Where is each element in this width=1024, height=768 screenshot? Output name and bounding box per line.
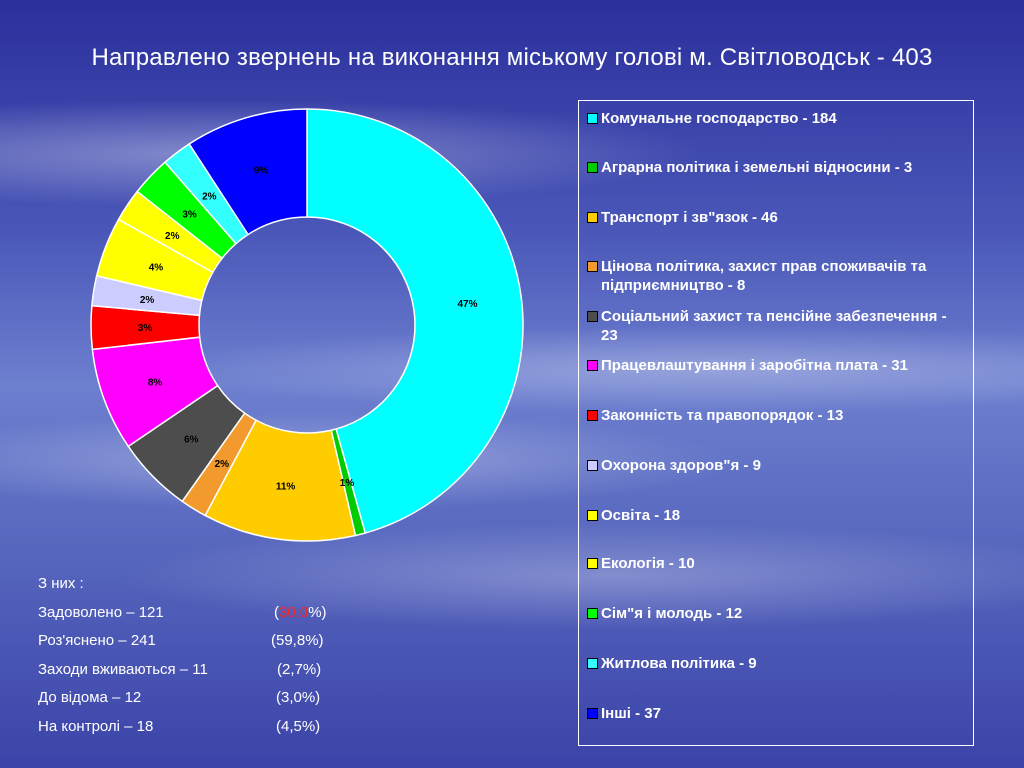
legend-label: Законність та правопорядок - 13 xyxy=(601,407,844,424)
legend-swatch xyxy=(587,708,598,719)
legend-item: Законність та правопорядок - 13 xyxy=(587,406,967,425)
stat-label: На контролі – 18 xyxy=(38,718,154,735)
legend-label: Житлова політика - 9 xyxy=(601,655,757,672)
legend-label: Освіта - 18 xyxy=(601,507,681,524)
stat-percent: (59,8%) xyxy=(271,632,324,649)
slice-percent-label: 8% xyxy=(148,377,163,388)
slice-percent-label: 9% xyxy=(254,166,269,177)
slice-percent-label: 6% xyxy=(184,434,199,445)
donut-slice xyxy=(188,108,308,236)
legend-label: Соціальний захист та пенсійне забезпечен… xyxy=(601,308,947,344)
legend-item: Цінова політика, захист прав споживачів … xyxy=(587,257,967,295)
slice-percent-label: 2% xyxy=(202,192,217,203)
stat-percent: (4,5%) xyxy=(276,718,321,735)
legend-swatch xyxy=(587,261,598,272)
legend-item: Аграрна політика і земельні відносини - … xyxy=(587,158,967,177)
legend-swatch xyxy=(587,410,598,421)
legend-item: Інші - 37 xyxy=(587,704,967,723)
legend-item: Соціальний захист та пенсійне забезпечен… xyxy=(587,307,967,345)
slice-percent-label: 3% xyxy=(182,209,197,220)
legend-label: Працевлаштування і заробітна плата - 31 xyxy=(601,357,908,374)
slice-percent-label: 2% xyxy=(165,231,180,242)
slice-percent-label: 47% xyxy=(457,299,477,310)
slice-percent-label: 3% xyxy=(138,323,153,334)
legend-swatch xyxy=(587,360,598,371)
legend-item: Працевлаштування і заробітна плата - 31 xyxy=(587,356,967,375)
legend-label: Транспорт і зв"язок - 46 xyxy=(601,209,778,226)
slice-percent-label: 4% xyxy=(149,262,164,273)
legend-item: Екологія - 10 xyxy=(587,554,967,573)
legend-label: Охорона здоров"я - 9 xyxy=(601,457,761,474)
slice-percent-label: 11% xyxy=(276,482,296,493)
stat-label: Роз'яснено – 241 xyxy=(38,632,156,649)
legend-swatch xyxy=(587,510,598,521)
slice-percent-label: 2% xyxy=(215,459,230,470)
legend-label: Цінова політика, захист прав споживачів … xyxy=(601,258,927,294)
slice-percent-label: 1% xyxy=(340,478,355,489)
stat-label: Заходи вживаються – 11 xyxy=(38,661,208,678)
legend-item: Охорона здоров"я - 9 xyxy=(587,456,967,475)
stat-percent: (2,7%) xyxy=(277,661,322,678)
chart-title: Направлено звернень на виконання міськом… xyxy=(91,44,933,71)
stat-label: До відома – 12 xyxy=(38,689,142,706)
legend-swatch xyxy=(587,212,598,223)
donut-slice xyxy=(306,108,524,534)
legend-swatch xyxy=(587,113,598,124)
legend-swatch xyxy=(587,460,598,471)
legend-item: Транспорт і зв"язок - 46 xyxy=(587,208,967,227)
legend-swatch xyxy=(587,608,598,619)
legend-label: Комунальне господарство - 184 xyxy=(601,110,837,127)
legend-item: Освіта - 18 xyxy=(587,506,967,525)
chart-legend: Комунальне господарство - 184 Аграрна пол… xyxy=(578,100,974,746)
legend-swatch xyxy=(587,311,598,322)
stat-label: Задоволено – 121 xyxy=(38,604,164,621)
legend-item: Житлова політика - 9 xyxy=(587,654,967,673)
stat-percent: (30,0%) xyxy=(274,604,327,621)
legend-label: Аграрна політика і земельні відносини - … xyxy=(601,159,913,176)
legend-swatch xyxy=(587,658,598,669)
stats-header: З них : xyxy=(38,575,84,592)
slice-percent-label: 2% xyxy=(140,295,155,306)
legend-label: Екологія - 10 xyxy=(601,555,695,572)
legend-swatch xyxy=(587,558,598,569)
legend-swatch xyxy=(587,162,598,173)
legend-item: Комунальне господарство - 184 xyxy=(587,109,967,128)
legend-item: Сім"я і молодь - 12 xyxy=(587,604,967,623)
stat-percent: (3,0%) xyxy=(276,689,321,706)
legend-label: Інші - 37 xyxy=(601,705,661,722)
legend-label: Сім"я і молодь - 12 xyxy=(601,605,743,622)
